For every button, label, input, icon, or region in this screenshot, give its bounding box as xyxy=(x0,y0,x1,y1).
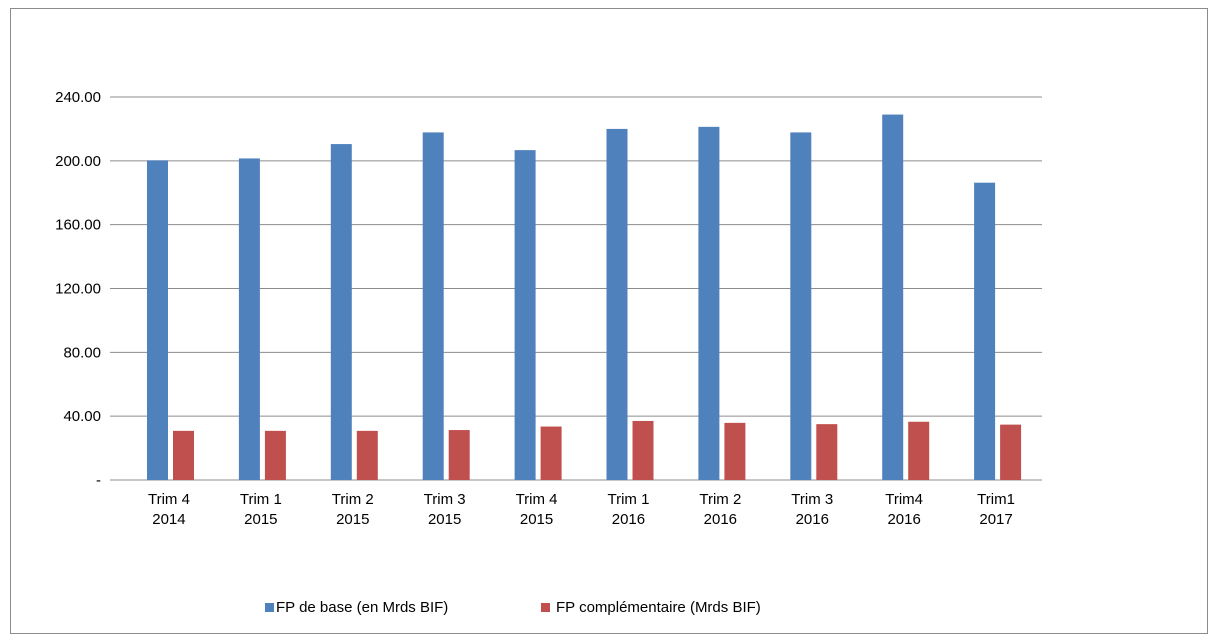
legend: FP de base (en Mrds BIF) FP complémentair… xyxy=(265,599,761,616)
bar-fp-complementaire xyxy=(264,430,286,480)
bar-fp-de-base xyxy=(790,132,812,481)
y-tick-label: 80.00 xyxy=(63,344,101,361)
x-tick-label: Trim 4 xyxy=(516,491,558,508)
bar-fp-de-base xyxy=(147,160,168,480)
bar-fp-complementaire xyxy=(448,430,470,480)
x-axis: Trim 4 2014 Trim 1 2015 Trim 2 2015 Trim 3 2015… xyxy=(148,491,1015,528)
bar-fp-de-base xyxy=(882,114,904,480)
x-tick-label: 2016 xyxy=(887,511,920,528)
x-tick-label: 2016 xyxy=(796,511,829,528)
legend-swatch xyxy=(541,603,550,612)
legend-label: FP complémentaire (Mrds BIF) xyxy=(556,599,761,616)
x-tick-label: Trim 1 xyxy=(607,491,649,508)
y-tick-label: 240.00 xyxy=(55,89,101,106)
bar-fp-complementaire xyxy=(173,430,194,480)
x-tick-label: 2015 xyxy=(244,511,277,528)
bar-fp-de-base xyxy=(698,126,720,480)
bar-fp-complementaire xyxy=(724,422,746,480)
bar-fp-de-base xyxy=(422,132,444,481)
x-tick-label: 2015 xyxy=(428,511,461,528)
y-tick-label: 160.00 xyxy=(55,217,101,234)
bar-fp-de-base xyxy=(330,144,352,480)
x-tick-label: Trim1 xyxy=(977,491,1015,508)
x-tick-label: 2016 xyxy=(612,511,645,528)
y-tick-label: 200.00 xyxy=(55,153,101,170)
x-tick-label: Trim 4 xyxy=(148,491,190,508)
y-tick-label: 120.00 xyxy=(55,281,101,298)
y-tick-label: - xyxy=(96,472,101,489)
x-tick-label: Trim4 xyxy=(885,491,923,508)
bar-fp-complementaire xyxy=(1000,424,1022,480)
x-tick-label: 2015 xyxy=(520,511,553,528)
bar-fp-de-base xyxy=(514,150,536,481)
y-axis-tick-labels: - 40.00 80.00 120.00 160.00 200.00 240.00 xyxy=(55,89,101,489)
bar-fp-de-base xyxy=(974,182,996,481)
bars xyxy=(147,114,1022,481)
bar-fp-complementaire xyxy=(356,430,378,480)
x-tick-label: 2016 xyxy=(704,511,737,528)
bar-fp-complementaire xyxy=(816,424,838,480)
legend-swatch xyxy=(265,603,274,612)
x-tick-label: Trim 3 xyxy=(791,491,833,508)
bar-fp-complementaire xyxy=(908,421,930,480)
x-tick-label: Trim 3 xyxy=(424,491,466,508)
x-tick-label: 2017 xyxy=(979,511,1012,528)
x-tick-label: Trim 2 xyxy=(332,491,374,508)
bar-fp-complementaire xyxy=(632,420,654,480)
x-tick-label: Trim 1 xyxy=(240,491,282,508)
legend-label: FP de base (en Mrds BIF) xyxy=(276,599,448,616)
y-tick-label: 40.00 xyxy=(63,408,101,425)
x-tick-label: Trim 2 xyxy=(699,491,741,508)
bar-fp-de-base xyxy=(606,128,628,480)
x-tick-label: 2014 xyxy=(152,511,185,528)
x-tick-label: 2015 xyxy=(336,511,369,528)
bar-fp-complementaire xyxy=(540,426,562,480)
bar-fp-de-base xyxy=(238,158,260,481)
